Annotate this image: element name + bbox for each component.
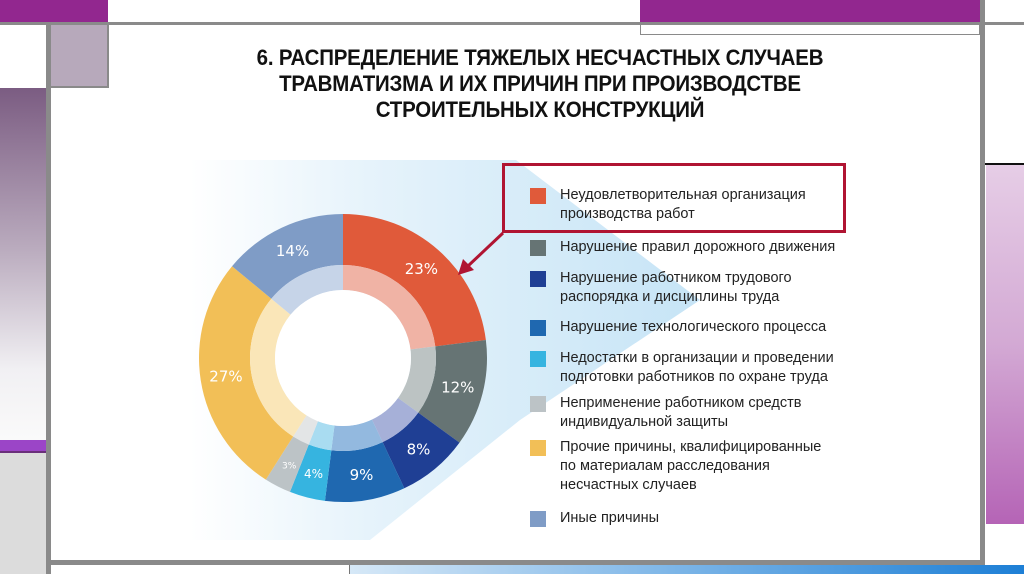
slice-percent-label: 12% xyxy=(441,378,474,396)
title-line-2: ТРАВМАТИЗМА И ИХ ПРИЧИН ПРИ ПРОИЗВОДСТВЕ xyxy=(279,71,801,96)
legend-label: Нарушение технологического процесса xyxy=(560,319,827,335)
legend-label: Прочие причины, квалифицированные по мат… xyxy=(560,439,822,493)
donut-slice xyxy=(198,266,294,480)
slice-percent-label: 27% xyxy=(209,368,242,386)
donut-slice xyxy=(418,339,487,443)
legend-item-training: Недостатки в организации и проведении по… xyxy=(530,349,834,387)
donut-inner-slice xyxy=(271,265,343,315)
legend-label: Иные причины xyxy=(560,510,660,526)
legend-label: Неприменение работником средств индивиду… xyxy=(560,395,802,430)
slide-title: 6. РАСПРЕДЕЛЕНИЕ ТЯЖЕЛЫХ НЕСЧАСТНЫХ СЛУЧ… xyxy=(140,45,940,123)
outer-slices xyxy=(198,214,487,502)
slice-percent-label: 23% xyxy=(405,260,438,278)
left-purple-strip xyxy=(0,440,48,453)
slice-percent-label: 4% xyxy=(304,467,323,481)
legend-item-discipline: Нарушение работником трудового распорядк… xyxy=(530,269,792,307)
legend-swatch xyxy=(530,440,546,456)
slice-percent-label: 8% xyxy=(407,440,431,458)
legend-swatch xyxy=(530,271,546,287)
left-gradient-panel xyxy=(0,88,46,440)
legend-item-other: Прочие причины, квалифицированные по мат… xyxy=(530,438,821,495)
donut-slice xyxy=(382,412,460,489)
legend-item-technology: Нарушение технологического процесса xyxy=(530,318,826,337)
slice-percent-label: 9% xyxy=(350,466,374,484)
donut-hole xyxy=(275,290,411,426)
legend-item-organization: Неудовлетворительная организация произво… xyxy=(530,186,806,224)
left-vertical-line xyxy=(46,25,51,574)
donut-inner-slice xyxy=(249,298,307,437)
top-divider-line xyxy=(0,22,1024,25)
legend-item-ppe: Неприменение работником средств индивиду… xyxy=(530,394,801,432)
donut-inner-slice xyxy=(398,346,437,413)
donut-inner-slice xyxy=(308,421,335,451)
legend-label: Нарушение работником трудового распорядк… xyxy=(560,270,792,305)
title-line-1: 6. РАСПРЕДЕЛЕНИЕ ТЯЖЕЛЫХ НЕСЧАСТНЫХ СЛУЧ… xyxy=(256,45,824,70)
left-bottom-panel xyxy=(0,453,46,574)
legend-swatch xyxy=(530,188,546,204)
top-right-inner-box xyxy=(640,25,980,35)
donut-inner-slice xyxy=(343,265,436,350)
legend-swatch xyxy=(530,240,546,256)
slice-labels: 23% 12% 8% 9% 4% 3% 27% 14% xyxy=(209,242,474,484)
legend-swatch xyxy=(530,396,546,412)
right-vertical-line xyxy=(980,0,985,574)
donut-inner-slice xyxy=(293,415,318,445)
top-right-accent-bar xyxy=(640,0,980,22)
donut-inner-slice xyxy=(371,397,419,443)
slice-percent-label: 3% xyxy=(282,462,297,472)
donut-inner-slice xyxy=(331,419,383,451)
bottom-blue-bar xyxy=(350,565,1024,574)
donut-slice xyxy=(265,436,309,492)
donut-slice xyxy=(289,444,332,501)
legend-swatch xyxy=(530,351,546,367)
bottom-separator xyxy=(349,565,350,574)
donut-slice xyxy=(232,214,343,299)
legend-item-traffic: Нарушение правил дорожного движения xyxy=(530,238,835,257)
inner-slices xyxy=(249,265,437,451)
left-small-box xyxy=(51,25,109,88)
slice-percent-label: 14% xyxy=(276,242,309,260)
right-top-line xyxy=(985,163,1024,165)
callout-arrow-icon xyxy=(458,231,505,275)
top-left-accent-bar xyxy=(0,0,108,22)
legend-label: Нарушение правил дорожного движения xyxy=(560,239,836,255)
legend-label: Недостатки в организации и проведении по… xyxy=(560,350,834,385)
right-gradient-panel xyxy=(986,165,1024,524)
legend-label: Неудовлетворительная организация произво… xyxy=(560,187,806,222)
bottom-divider-line xyxy=(46,560,985,565)
legend-item-misc: Иные причины xyxy=(530,509,659,528)
donut-slice xyxy=(343,214,486,347)
donut-slice xyxy=(324,442,405,502)
title-line-3: СТРОИТЕЛЬНЫХ КОНСТРУКЦИЙ xyxy=(375,97,705,122)
legend-swatch xyxy=(530,320,546,336)
legend-swatch xyxy=(530,511,546,527)
highlight-box xyxy=(502,163,846,233)
